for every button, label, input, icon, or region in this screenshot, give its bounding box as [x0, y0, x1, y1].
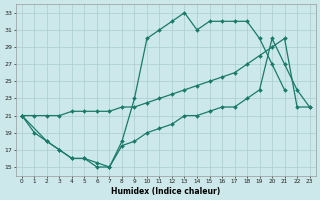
X-axis label: Humidex (Indice chaleur): Humidex (Indice chaleur) — [111, 187, 220, 196]
